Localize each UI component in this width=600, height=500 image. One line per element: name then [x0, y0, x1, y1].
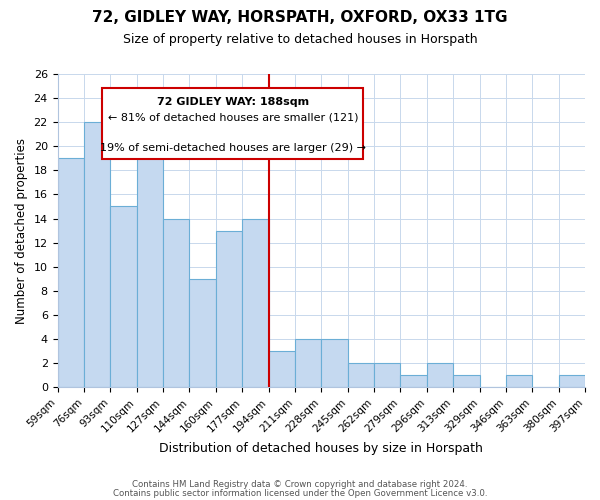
FancyBboxPatch shape	[103, 88, 364, 158]
Text: 72 GIDLEY WAY: 188sqm: 72 GIDLEY WAY: 188sqm	[157, 96, 309, 106]
Text: ← 81% of detached houses are smaller (121): ← 81% of detached houses are smaller (12…	[107, 112, 358, 122]
Bar	[137, 134, 163, 387]
Bar	[427, 363, 453, 387]
X-axis label: Distribution of detached houses by size in Horspath: Distribution of detached houses by size …	[160, 442, 483, 455]
Bar	[190, 278, 216, 387]
Bar	[110, 206, 137, 387]
Text: 72, GIDLEY WAY, HORSPATH, OXFORD, OX33 1TG: 72, GIDLEY WAY, HORSPATH, OXFORD, OX33 1…	[92, 10, 508, 25]
Text: 19% of semi-detached houses are larger (29) →: 19% of semi-detached houses are larger (…	[100, 142, 366, 152]
Bar	[216, 230, 242, 387]
Bar	[321, 339, 347, 387]
Bar	[400, 375, 427, 387]
Bar	[453, 375, 479, 387]
Y-axis label: Number of detached properties: Number of detached properties	[15, 138, 28, 324]
Text: Contains public sector information licensed under the Open Government Licence v3: Contains public sector information licen…	[113, 489, 487, 498]
Bar	[269, 351, 295, 387]
Bar	[374, 363, 400, 387]
Bar	[559, 375, 585, 387]
Bar	[163, 218, 190, 387]
Bar	[295, 339, 321, 387]
Bar	[506, 375, 532, 387]
Bar	[84, 122, 110, 387]
Text: Size of property relative to detached houses in Horspath: Size of property relative to detached ho…	[122, 32, 478, 46]
Bar	[242, 218, 269, 387]
Text: Contains HM Land Registry data © Crown copyright and database right 2024.: Contains HM Land Registry data © Crown c…	[132, 480, 468, 489]
Bar	[58, 158, 84, 387]
Bar	[347, 363, 374, 387]
